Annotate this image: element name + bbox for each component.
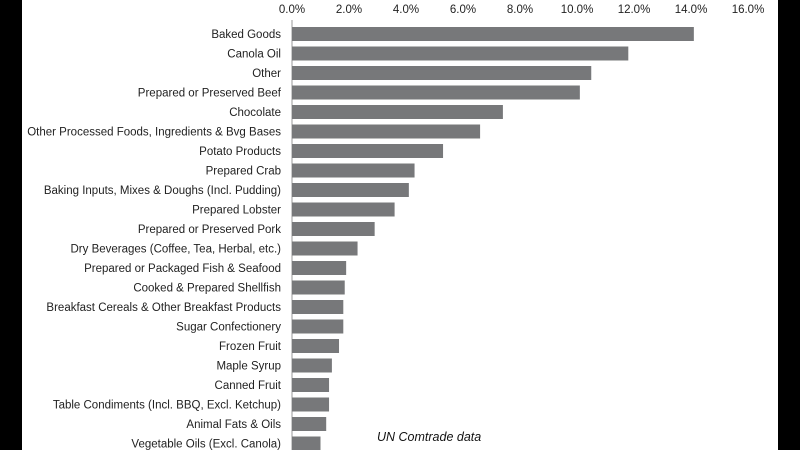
category-label: Prepared or Preserved Pork [138, 224, 281, 236]
bar [292, 144, 444, 158]
bar [292, 378, 330, 392]
bar [292, 339, 340, 353]
category-label: Other [252, 68, 281, 80]
bar-chart: 0.0% 2.0% 4.0% 6.0% 8.0% 10.0% 12.0% 14.0% 16.0%… [27, 4, 765, 450]
bar [292, 261, 347, 275]
category-label: Chocolate [229, 107, 281, 119]
bar [292, 105, 503, 119]
x-tick-label: 6.0% [450, 4, 476, 16]
category-label: Canned Fruit [215, 380, 282, 392]
bar [292, 183, 409, 197]
bar [292, 27, 694, 41]
x-tick-label: 14.0% [675, 4, 708, 16]
chart-panel: 0.0% 2.0% 4.0% 6.0% 8.0% 10.0% 12.0% 14.0% 16.0%… [22, 0, 778, 450]
bar [292, 300, 344, 314]
bar [292, 66, 592, 80]
bar [292, 85, 580, 100]
category-label: Prepared or Preserved Beef [138, 88, 282, 100]
x-tick-label: 4.0% [393, 4, 419, 16]
category-label: Vegetable Oils (Excl. Canola) [131, 439, 281, 450]
bar [292, 46, 629, 61]
category-label: Baked Goods [211, 29, 281, 41]
x-tick-label: 8.0% [507, 4, 533, 16]
bar [292, 124, 481, 139]
x-tick-label: 10.0% [561, 4, 594, 16]
x-tick-label: 0.0% [279, 4, 305, 16]
source-note: UN Comtrade data [377, 430, 482, 444]
category-label: Breakfast Cereals & Other Breakfast Prod… [46, 302, 281, 314]
category-label: Dry Beverages (Coffee, Tea, Herbal, etc.… [70, 244, 281, 256]
category-label: Sugar Confectionery [176, 322, 281, 334]
bar [292, 417, 327, 431]
category-label: Animal Fats & Oils [186, 419, 281, 431]
category-label: Baking Inputs, Mixes & Doughs (Incl. Pud… [44, 185, 281, 197]
category-label: Prepared Crab [206, 166, 281, 178]
bar [292, 358, 332, 373]
category-label: Other Processed Foods, Ingredients & Bvg… [27, 127, 281, 139]
category-label: Prepared or Packaged Fish & Seafood [84, 263, 281, 275]
category-label: Cooked & Prepared Shellfish [133, 283, 281, 295]
category-label: Frozen Fruit [219, 341, 282, 353]
bar [292, 280, 345, 295]
bar [292, 241, 358, 256]
bar [292, 436, 321, 450]
x-tick-label: 2.0% [336, 4, 362, 16]
bar [292, 222, 375, 236]
x-tick-label: 16.0% [732, 4, 765, 16]
category-label: Potato Products [199, 146, 281, 158]
category-label: Maple Syrup [216, 361, 281, 373]
category-label: Prepared Lobster [192, 205, 281, 217]
category-label: Canola Oil [227, 49, 281, 61]
category-label: Table Condiments (Incl. BBQ, Excl. Ketch… [53, 400, 281, 412]
x-tick-label: 12.0% [618, 4, 651, 16]
bar [292, 163, 415, 178]
bar [292, 397, 330, 412]
bar [292, 319, 344, 334]
bar [292, 202, 395, 217]
